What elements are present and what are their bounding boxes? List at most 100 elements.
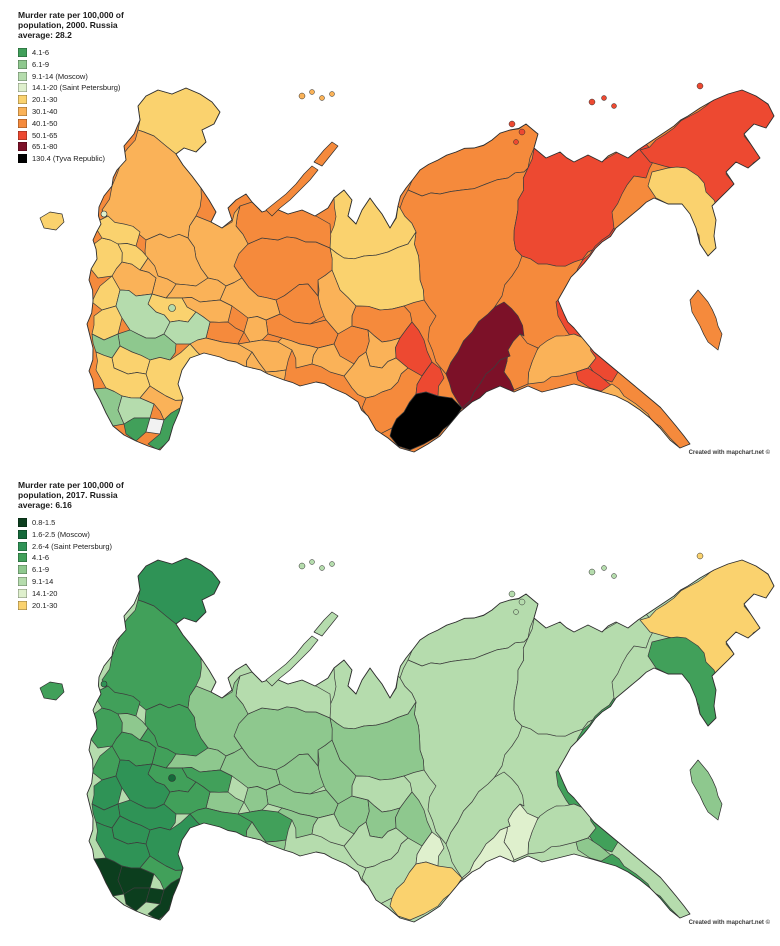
legend-item: 9.1-14 <box>18 576 144 588</box>
legend-item-label: 40.1-50 <box>32 118 58 128</box>
legend-item-label: 0.8-1.5 <box>32 517 56 527</box>
legend-item-label: 14.1-20 <box>32 588 58 598</box>
region-new_siberian <box>611 103 617 109</box>
legend-swatch <box>18 59 27 69</box>
legend-item: 65.1-80 <box>18 141 144 153</box>
legend-swatch <box>18 576 27 586</box>
legend-item: 0.8-1.5 <box>18 517 144 529</box>
region-kaliningrad <box>39 681 65 701</box>
region-wrangel <box>696 82 704 90</box>
legend-item: 6.1-9 <box>18 564 144 576</box>
region-moscow <box>168 774 176 782</box>
mapchart-credit-2017: Created with mapchart.net © <box>688 920 770 926</box>
region-novaya_zemlya_n <box>313 611 339 637</box>
legend-item-label: 30.1-40 <box>32 106 58 116</box>
legend-swatch <box>18 95 27 105</box>
map-2000-legend-items: 4.1-6 6.1-9 9.1-14 (Moscow) 14.1-20 (Saint … <box>18 47 144 165</box>
legend-item: 4.1-6 <box>18 47 144 59</box>
legend-item-label: 50.1-65 <box>32 130 58 140</box>
region-new_siberian <box>588 98 596 106</box>
region-irkutsk <box>445 771 525 879</box>
legend-swatch <box>18 83 27 93</box>
russia-choropleth-2000 <box>39 82 775 453</box>
region-severnaya_zemlya <box>518 128 526 136</box>
legend-item-label: 20.1-30 <box>32 95 58 105</box>
legend-item: 9.1-14 (Moscow) <box>18 70 144 82</box>
legend-item-label: 14.1-20 (Saint Petersburg) <box>32 83 121 93</box>
legend-item: 2.6-4 (Saint Petersburg) <box>18 540 144 552</box>
legend-item-label: 65.1-80 <box>32 142 58 152</box>
legend-swatch <box>18 142 27 152</box>
legend-swatch <box>18 541 27 551</box>
map-2017-section: Murder rate per 100,000 of population, 2… <box>0 470 780 943</box>
region-tyva <box>389 391 463 451</box>
region-severnaya_zemlya <box>513 609 519 615</box>
region-new_siberian <box>588 568 596 576</box>
map-2017-legend: Murder rate per 100,000 of population, 2… <box>18 480 144 611</box>
region-novgorod <box>117 713 149 741</box>
legend-swatch <box>18 600 27 610</box>
map-2000-section: Murder rate per 100,000 of population, 2… <box>18 10 775 456</box>
map-2017-title: Murder rate per 100,000 of population, 2… <box>18 480 124 511</box>
region-severnaya_zemlya <box>518 598 526 606</box>
legend-item-label: 9.1-14 <box>32 576 54 586</box>
region-mordovia_penza <box>163 311 211 345</box>
region-wrangel <box>696 552 704 560</box>
region-franz_josef <box>329 561 335 567</box>
legend-swatch <box>18 588 27 598</box>
region-kirov <box>219 277 281 321</box>
region-novaya_zemlya_s <box>265 635 319 687</box>
region-novaya_zemlya_s <box>265 165 319 217</box>
region-franz_josef <box>319 95 325 101</box>
region-novaya_zemlya_n <box>313 141 339 167</box>
region-new_siberian <box>611 573 617 579</box>
legend-item: 4.1-6 <box>18 552 144 564</box>
legend-item-label: 6.1-9 <box>32 565 50 575</box>
region-kaliningrad <box>39 211 65 231</box>
legend-item-label: 2.6-4 (Saint Petersburg) <box>32 541 113 551</box>
region-khakassia <box>415 361 445 397</box>
russia-choropleth-2017 <box>39 552 775 923</box>
region-kurgan <box>311 343 355 377</box>
region-kirov <box>219 747 281 791</box>
legend-item: 20.1-30 <box>18 599 144 611</box>
region-severnaya_zemlya <box>508 590 516 598</box>
region-tyva <box>389 861 463 921</box>
region-saint_petersburg <box>100 680 108 688</box>
legend-item: 1.6-2.5 (Moscow) <box>18 528 144 540</box>
legend-swatch <box>18 47 27 57</box>
region-franz_josef <box>309 559 315 565</box>
region-saint_petersburg <box>100 210 108 218</box>
legend-item-label: 4.1-6 <box>32 47 50 57</box>
region-severnaya_zemlya <box>513 139 519 145</box>
region-franz_josef <box>298 92 306 100</box>
legend-item-label: 6.1-9 <box>32 59 50 69</box>
region-franz_josef <box>329 91 335 97</box>
region-sakhalin <box>689 759 723 821</box>
legend-swatch <box>18 118 27 128</box>
legend-swatch <box>18 154 27 164</box>
mapchart-credit-2000: Created with mapchart.net © <box>688 450 770 456</box>
region-mordovia_penza <box>163 781 211 815</box>
legend-swatch <box>18 71 27 81</box>
legend-item: 130.4 (Tyva Republic) <box>18 153 144 165</box>
region-franz_josef <box>319 565 325 571</box>
region-franz_josef <box>298 562 306 570</box>
legend-swatch <box>18 517 27 527</box>
region-new_siberian <box>601 95 607 101</box>
legend-item-label: 1.6-2.5 (Moscow) <box>32 529 90 539</box>
region-severnaya_zemlya <box>508 120 516 128</box>
map-2017-legend-items: 0.8-1.5 1.6-2.5 (Moscow) 2.6-4 (Saint Pete… <box>18 517 144 611</box>
legend-item: 14.1-20 <box>18 587 144 599</box>
region-moscow <box>168 304 176 312</box>
legend-item: 14.1-20 (Saint Petersburg) <box>18 82 144 94</box>
legend-swatch <box>18 553 27 563</box>
legend-swatch <box>18 529 27 539</box>
region-irkutsk <box>445 301 525 409</box>
map-2000-title: Murder rate per 100,000 of population, 2… <box>18 10 124 41</box>
legend-item-label: 20.1-30 <box>32 600 58 610</box>
legend-item-label: 9.1-14 (Moscow) <box>32 71 88 81</box>
region-franz_josef <box>309 89 315 95</box>
region-novgorod <box>117 243 149 271</box>
region-new_siberian <box>601 565 607 571</box>
